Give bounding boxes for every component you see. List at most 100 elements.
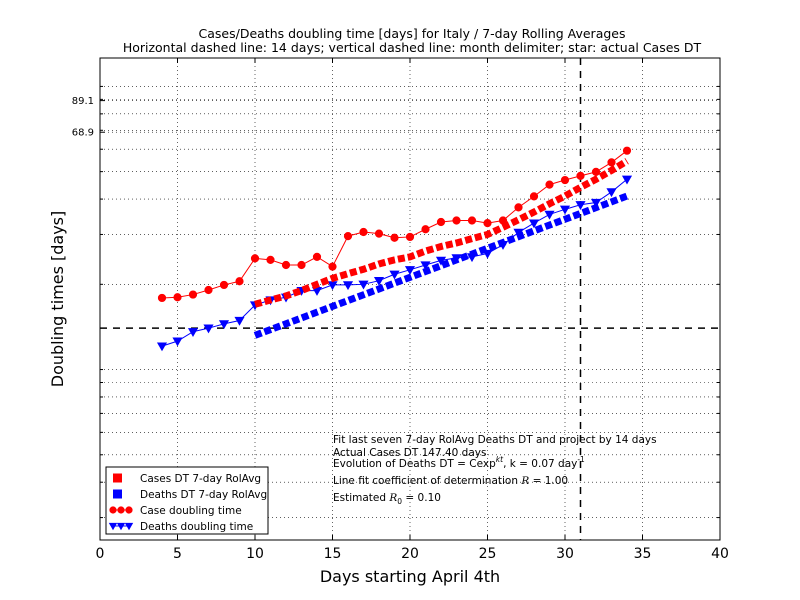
point-case-doubling-time <box>359 227 368 237</box>
point-case-doubling-time <box>483 219 492 228</box>
point-case-doubling-time <box>560 175 570 185</box>
annotation-r0: Estimated R0 = 0.10 <box>333 492 441 506</box>
annotation-evolution-formula: Evolution of Deaths DT = Cexp <box>333 458 496 470</box>
point-case-doubling-time <box>405 232 415 242</box>
point-deaths-doubling-time <box>327 281 338 291</box>
point-deaths-doubling-time <box>156 342 168 352</box>
x-tick-label: 40 <box>711 546 729 562</box>
point-deaths-doubling-time <box>389 270 400 280</box>
point-deaths-doubling-time <box>544 210 555 220</box>
annotation-r-squared-label: Line fit coefficient of determination <box>333 475 521 487</box>
point-case-doubling-time <box>266 255 275 264</box>
point-case-doubling-time <box>607 158 616 167</box>
x-tick-label: 25 <box>479 546 497 562</box>
annotation-r0-subscript: 0 <box>397 497 402 506</box>
point-deaths-doubling-time <box>420 261 431 271</box>
point-case-doubling-time <box>312 252 322 261</box>
y-axis-ticks: 68.9 89.1 <box>72 85 720 519</box>
point-deaths-doubling-time <box>621 175 633 185</box>
y-axis-label: Doubling times [days] <box>48 211 67 388</box>
y-tick-label: 68.9 <box>72 128 94 139</box>
x-tick-label: 35 <box>634 546 652 562</box>
reference-lines <box>100 58 720 540</box>
legend-label-case-doubling-time: Case doubling time <box>140 505 242 517</box>
legend-entry-deaths-dt-7-day-rolavg: Deaths DT 7-day RolAvg <box>113 489 267 501</box>
point-case-doubling-time <box>421 225 430 234</box>
legend-entry-deaths-doubling-time: Deaths doubling time <box>108 521 253 533</box>
series-layer <box>156 146 633 352</box>
legend-entries: Cases DT 7-day RolAvg Deaths DT 7-day Rol… <box>108 473 267 533</box>
annotation-r0-value: = 0.10 <box>402 492 441 504</box>
point-deaths-doubling-time <box>404 266 416 276</box>
point-case-doubling-time <box>390 233 399 242</box>
chart-subtitle: Horizontal dashed line: 14 days; vertica… <box>123 40 702 55</box>
point-case-doubling-time <box>622 146 632 155</box>
x-tick-label: 10 <box>246 546 264 562</box>
point-case-doubling-time <box>591 167 601 176</box>
legend-swatch-deaths-doubling-time <box>124 522 134 531</box>
point-case-doubling-time <box>328 262 337 271</box>
annotation-actual-cases: Actual Cases DT 147.40 days <box>333 447 486 459</box>
point-case-doubling-time <box>343 232 353 241</box>
point-case-doubling-time <box>545 180 554 189</box>
point-case-doubling-time <box>452 216 461 225</box>
annotation-r-squared: Line fit coefficient of determination R … <box>333 475 568 487</box>
point-case-doubling-time <box>235 277 244 286</box>
point-case-doubling-time <box>173 293 182 302</box>
annotation-evolution: Evolution of Deaths DT = Cexpkt, k = 0.0… <box>333 455 585 470</box>
grid-lines <box>100 58 720 540</box>
legend-entry-case-doubling-time: Case doubling time <box>109 505 242 517</box>
legend-label-deaths-dt-7-day-rolavg: Deaths DT 7-day RolAvg <box>140 489 267 501</box>
point-deaths-doubling-time <box>358 280 369 290</box>
annotation-r0-label: Estimated <box>333 492 389 504</box>
series-line-deaths-dt-7-day-rolavg <box>253 192 629 339</box>
annotation-fit: Fit last seven 7-day RolAvg Deaths DT an… <box>333 434 657 446</box>
legend-entry-cases-dt-7-day-rolavg: Cases DT 7-day RolAvg <box>113 473 261 485</box>
legend-swatch-deaths-doubling-time <box>116 522 126 531</box>
point-deaths-doubling-time <box>187 328 199 337</box>
point-case-doubling-time <box>514 203 523 212</box>
point-case-doubling-time <box>281 260 291 270</box>
x-tick-label: 5 <box>173 546 182 562</box>
point-deaths-doubling-time <box>575 201 586 210</box>
legend-swatch-cases-dt-7-day-rolavg <box>113 473 122 483</box>
chart-title: Cases/Deaths doubling time [days] for It… <box>199 26 626 41</box>
x-axis-ticks: 0 5 10 15 20 25 30 35 40 <box>96 58 729 562</box>
point-case-doubling-time <box>157 293 167 303</box>
point-deaths-doubling-time <box>172 337 183 347</box>
annotation-evolution-exponent: kt <box>496 455 504 464</box>
point-case-doubling-time <box>297 260 306 270</box>
legend-box <box>105 466 269 535</box>
point-deaths-doubling-time <box>218 320 230 330</box>
x-tick-label: 15 <box>324 546 342 562</box>
point-case-doubling-time <box>250 254 260 263</box>
legend-swatch-deaths-dt-7-day-rolavg <box>113 489 122 499</box>
legend-label-cases-dt-7-day-rolavg: Cases DT 7-day RolAvg <box>140 473 261 485</box>
point-deaths-doubling-time <box>590 198 602 208</box>
point-case-doubling-time <box>188 290 198 299</box>
point-case-doubling-time <box>467 216 477 225</box>
point-deaths-doubling-time <box>606 188 617 198</box>
point-deaths-doubling-time <box>234 316 245 326</box>
legend-swatch-deaths-doubling-time <box>108 522 118 531</box>
point-deaths-doubling-time <box>373 277 385 286</box>
annotation-r0-symbol: R <box>388 492 397 504</box>
point-case-doubling-time <box>374 229 384 238</box>
point-deaths-doubling-time <box>528 219 540 229</box>
point-case-doubling-time <box>436 217 446 227</box>
annotation-block: Fit last seven 7-day RolAvg Deaths DT an… <box>333 434 657 506</box>
point-case-doubling-time <box>204 285 213 295</box>
point-deaths-doubling-time <box>435 256 447 266</box>
x-tick-label: 20 <box>401 546 419 562</box>
point-case-doubling-time <box>576 171 585 180</box>
legend: Cases DT 7-day RolAvg Deaths DT 7-day Rol… <box>105 466 269 535</box>
annotation-r-symbol: R <box>520 475 529 487</box>
point-case-doubling-time <box>219 280 229 290</box>
legend-label-deaths-doubling-time: Deaths doubling time <box>140 521 253 533</box>
annotation-r-squared-value: = 1.00 <box>529 475 568 487</box>
point-case-doubling-time <box>529 192 539 201</box>
x-tick-label: 0 <box>96 546 105 562</box>
point-deaths-doubling-time <box>559 205 571 215</box>
point-deaths-doubling-time <box>342 281 354 291</box>
